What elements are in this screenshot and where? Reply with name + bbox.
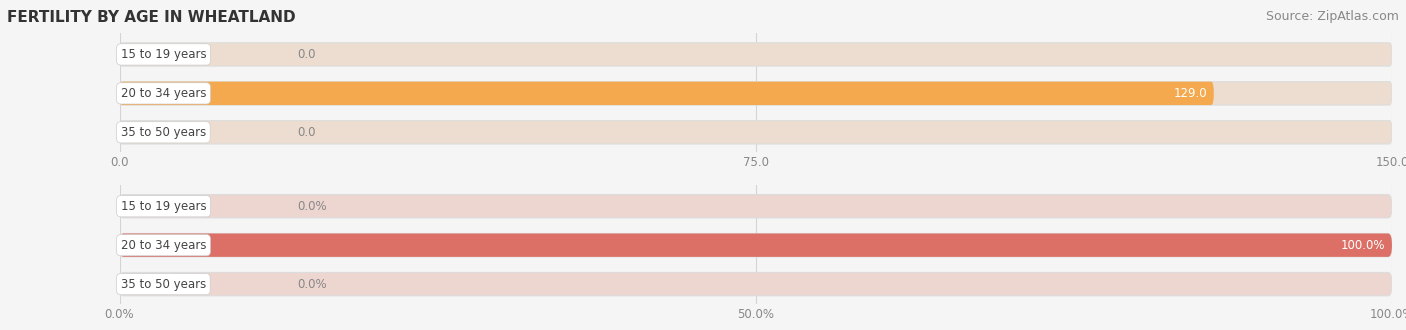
Text: 20 to 34 years: 20 to 34 years: [121, 239, 207, 252]
Text: 0.0%: 0.0%: [298, 278, 328, 291]
Text: 129.0: 129.0: [1174, 87, 1208, 100]
Text: 15 to 19 years: 15 to 19 years: [121, 48, 207, 61]
Text: 35 to 50 years: 35 to 50 years: [121, 126, 207, 139]
Text: 100.0%: 100.0%: [1341, 239, 1385, 252]
FancyBboxPatch shape: [120, 121, 1392, 144]
Text: 35 to 50 years: 35 to 50 years: [121, 278, 207, 291]
FancyBboxPatch shape: [120, 82, 1392, 105]
Text: FERTILITY BY AGE IN WHEATLAND: FERTILITY BY AGE IN WHEATLAND: [7, 10, 295, 25]
FancyBboxPatch shape: [120, 195, 1392, 218]
FancyBboxPatch shape: [120, 234, 1392, 257]
FancyBboxPatch shape: [120, 273, 1392, 296]
Text: 20 to 34 years: 20 to 34 years: [121, 87, 207, 100]
Text: Source: ZipAtlas.com: Source: ZipAtlas.com: [1265, 10, 1399, 23]
Text: 0.0: 0.0: [298, 126, 316, 139]
FancyBboxPatch shape: [120, 82, 1213, 105]
FancyBboxPatch shape: [120, 234, 1392, 257]
Text: 0.0: 0.0: [298, 48, 316, 61]
Text: 15 to 19 years: 15 to 19 years: [121, 200, 207, 213]
Text: 0.0%: 0.0%: [298, 200, 328, 213]
FancyBboxPatch shape: [120, 43, 1392, 66]
